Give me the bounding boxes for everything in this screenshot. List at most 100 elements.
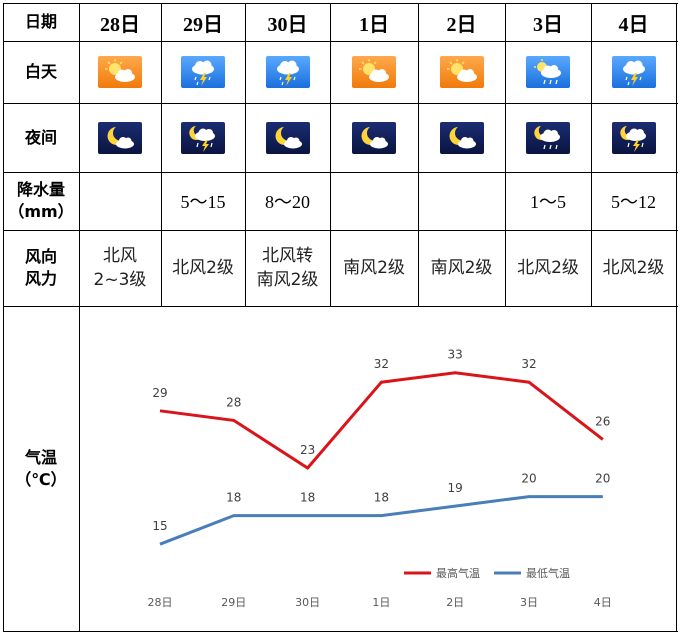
grid-line [161, 3, 162, 306]
moon-thunder-rain-icon [181, 121, 225, 154]
night-icon-cell [161, 103, 245, 172]
wind-cell: 南风2级 [418, 230, 505, 306]
x-tick-label: 4日 [594, 596, 612, 609]
x-tick-label: 3日 [520, 596, 538, 609]
date-header: 2日 [446, 13, 477, 36]
row-label-day: 白天 [24, 62, 57, 81]
day-icon-cell [591, 41, 676, 103]
grid-line [3, 306, 678, 307]
night-icon-cell [330, 103, 418, 172]
data-label: 32 [374, 357, 389, 371]
moon-cloud-icon [265, 121, 310, 154]
row-label-precip: 降水量 （mm） [3, 172, 79, 230]
header-date-label: 日期 [24, 12, 57, 31]
day-icon-cell [418, 41, 505, 103]
precip-value: 8～20 [265, 192, 310, 212]
x-tick-label: 2日 [446, 596, 464, 609]
grid-line [676, 3, 677, 632]
date-header: 29日 [183, 13, 223, 36]
data-label: 26 [595, 414, 610, 428]
precip-value [330, 172, 418, 230]
precip-value: 5～12 [611, 192, 656, 212]
wind-cell: 南风2级 [330, 230, 418, 306]
thunder-rain-icon [181, 56, 225, 88]
data-label: 23 [300, 443, 315, 457]
wind-line1: 北风 [103, 246, 137, 266]
x-tick-label: 30日 [295, 596, 320, 609]
grid-line [245, 3, 246, 306]
date-header: 4日 [618, 13, 649, 36]
temperature-line-chart: 29 28 23 32 33 32 26 15 18 18 18 19 20 20 28日 29日 30日 1日 2… [148, 348, 612, 609]
grid-line [3, 103, 678, 104]
grid-line [79, 3, 80, 632]
date-header: 28日 [100, 13, 140, 36]
wind-line2: 2~3级 [93, 270, 147, 290]
row-label-temp-line2: （℃） [15, 469, 67, 489]
wind-line1: 北风转 [262, 246, 313, 266]
date-header: 3日 [533, 13, 563, 36]
legend-label: 最高气温 [436, 566, 480, 580]
row-label-wind-line2: 风力 [24, 269, 57, 288]
sun-cloud-icon [352, 56, 396, 88]
precip-value: 1～5 [530, 192, 566, 212]
wind-line1: 南风2级 [430, 258, 493, 278]
grid-line [3, 230, 678, 231]
night-icon-cell [245, 103, 330, 172]
date-header: 1日 [359, 13, 389, 36]
row-label-temp: 气温 （℃） [3, 306, 79, 631]
day-icon-cell [79, 41, 161, 103]
data-label: 18 [374, 491, 389, 505]
day-icon-cell [245, 41, 330, 103]
data-label: 18 [300, 491, 315, 505]
moon-thunder-rain-icon [611, 121, 656, 154]
x-tick-label: 29日 [221, 596, 246, 609]
thunder-rain-icon [611, 56, 656, 88]
row-label-precip-line1: 降水量 [16, 180, 65, 199]
wind-cell: 北风2级 [161, 230, 245, 306]
data-label: 20 [521, 472, 536, 486]
day-icon-cell [330, 41, 418, 103]
wind-line1: 北风2级 [172, 258, 234, 278]
grid-line [3, 3, 4, 632]
sun-cloud-icon [98, 56, 142, 88]
moon-cloud-rain-icon [526, 121, 570, 154]
data-label: 33 [448, 348, 463, 362]
moon-cloud-icon [98, 121, 142, 154]
wind-cell: 北风转 南风2级 [245, 230, 330, 306]
x-tick-label: 28日 [148, 596, 173, 609]
legend-label: 最低气温 [526, 566, 570, 580]
moon-cloud-icon [439, 121, 484, 154]
precip-value [79, 172, 161, 230]
data-label: 20 [595, 472, 610, 486]
thunder-rain-icon [265, 56, 310, 88]
row-label-precip-line2: （mm） [8, 202, 74, 221]
grid-line [3, 3, 678, 4]
wind-line1: 北风2级 [517, 258, 579, 278]
grid-line [591, 3, 592, 306]
grid-line [3, 172, 678, 173]
day-icon-cell [505, 41, 591, 103]
series-line-0 [159, 371, 604, 470]
row-label-wind-line1: 风向 [24, 247, 57, 266]
data-label: 19 [448, 481, 463, 495]
night-icon-cell [418, 103, 505, 172]
night-icon-cell [79, 103, 161, 172]
grid-line [3, 41, 678, 42]
sun-cloud-icon [439, 56, 484, 88]
precip-value [418, 172, 505, 230]
wind-line1: 北风2级 [602, 258, 665, 278]
grid-line [3, 631, 678, 632]
data-label: 29 [152, 386, 167, 400]
night-icon-cell [591, 103, 676, 172]
wind-cell: 北风2级 [591, 230, 676, 306]
wind-cell: 北风2级 [505, 230, 591, 306]
day-icon-cell [161, 41, 245, 103]
data-label: 15 [152, 519, 167, 533]
wind-line1: 南风2级 [343, 258, 405, 278]
sun-cloud-rain-icon [526, 56, 570, 88]
moon-cloud-icon [352, 121, 396, 154]
grid-line [330, 3, 331, 306]
grid-line [505, 3, 506, 306]
precip-value: 5～15 [180, 192, 226, 212]
